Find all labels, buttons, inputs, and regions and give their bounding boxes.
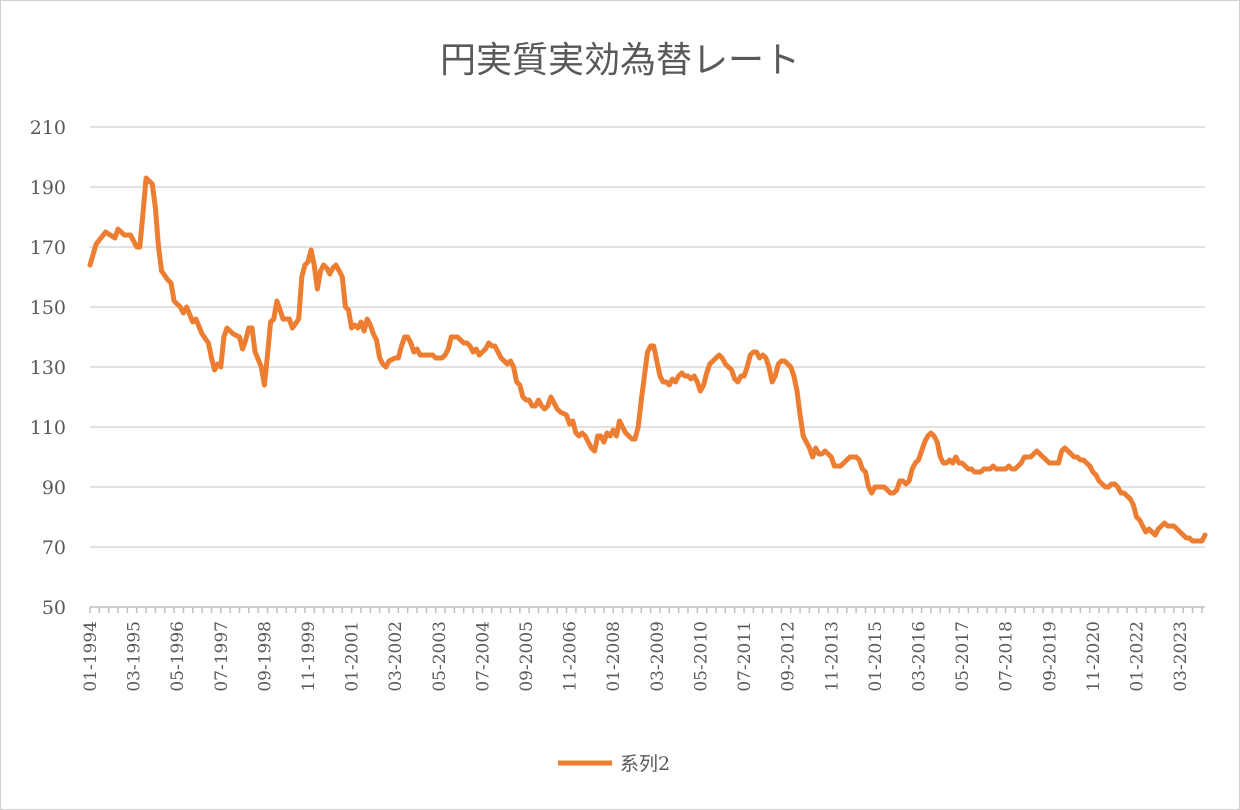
y-tick-label: 130 [30, 357, 66, 379]
x-tick-label: 01-2001 [343, 621, 363, 692]
y-tick-label: 210 [30, 117, 66, 139]
x-tick-label: 03-2023 [1171, 621, 1191, 692]
x-tick-label: 05-2017 [953, 621, 973, 692]
chart-title: 円実質実効為替レート [440, 40, 800, 81]
x-axis: 01-1994 03-1995 05-1996 07-1997 09-1998 11-19… [81, 606, 1205, 692]
x-tick-label: 05-1996 [168, 621, 188, 692]
y-tick-label: 150 [30, 297, 66, 319]
x-tick-label: 11-2020 [1084, 621, 1104, 692]
y-tick-label: 50 [42, 597, 66, 619]
x-tick-label: 03-2016 [909, 621, 929, 692]
grid-lines [90, 126, 1205, 548]
x-tick-label: 03-1995 [125, 621, 145, 692]
x-tick-label: 05-2010 [691, 621, 711, 692]
x-tick-label: 07-2004 [473, 621, 493, 692]
y-tick-label: 70 [42, 537, 66, 559]
x-tick-label: 07-2018 [997, 621, 1017, 692]
x-tick-label: 11-2006 [561, 621, 581, 692]
x-tick-label: 01-2022 [1127, 621, 1147, 692]
x-tick-label: 09-1998 [255, 621, 275, 692]
x-tick-label: 01-2015 [866, 621, 886, 692]
y-tick-label: 170 [30, 237, 66, 259]
y-tick-label: 110 [30, 417, 66, 439]
x-tick-label: 11-2013 [822, 621, 842, 692]
x-tick-label: 09-2019 [1040, 621, 1060, 692]
legend: 系列2 [558, 753, 670, 775]
x-tick-label: 09-2012 [779, 621, 799, 692]
x-tick-label: 03-2009 [648, 621, 668, 692]
y-axis-tick-labels: 210 190 170 150 130 110 90 70 50 [30, 117, 66, 619]
x-tick-label: 01-1994 [81, 621, 101, 692]
x-tick-label: 07-1997 [212, 621, 232, 692]
y-tick-label: 90 [42, 477, 66, 499]
x-tick-label: 09-2005 [517, 621, 537, 692]
x-tick-label: 03-2002 [386, 621, 406, 692]
legend-label-series-2: 系列2 [620, 753, 670, 775]
x-tick-label: 07-2011 [735, 621, 755, 692]
y-tick-label: 190 [30, 177, 66, 199]
x-tick-label: 11-1999 [299, 621, 319, 692]
x-tick-label: 05-2003 [430, 621, 450, 692]
x-tick-label: 01-2008 [604, 621, 624, 692]
series-line-2 [87, 175, 1208, 544]
series-layer [87, 175, 1208, 544]
